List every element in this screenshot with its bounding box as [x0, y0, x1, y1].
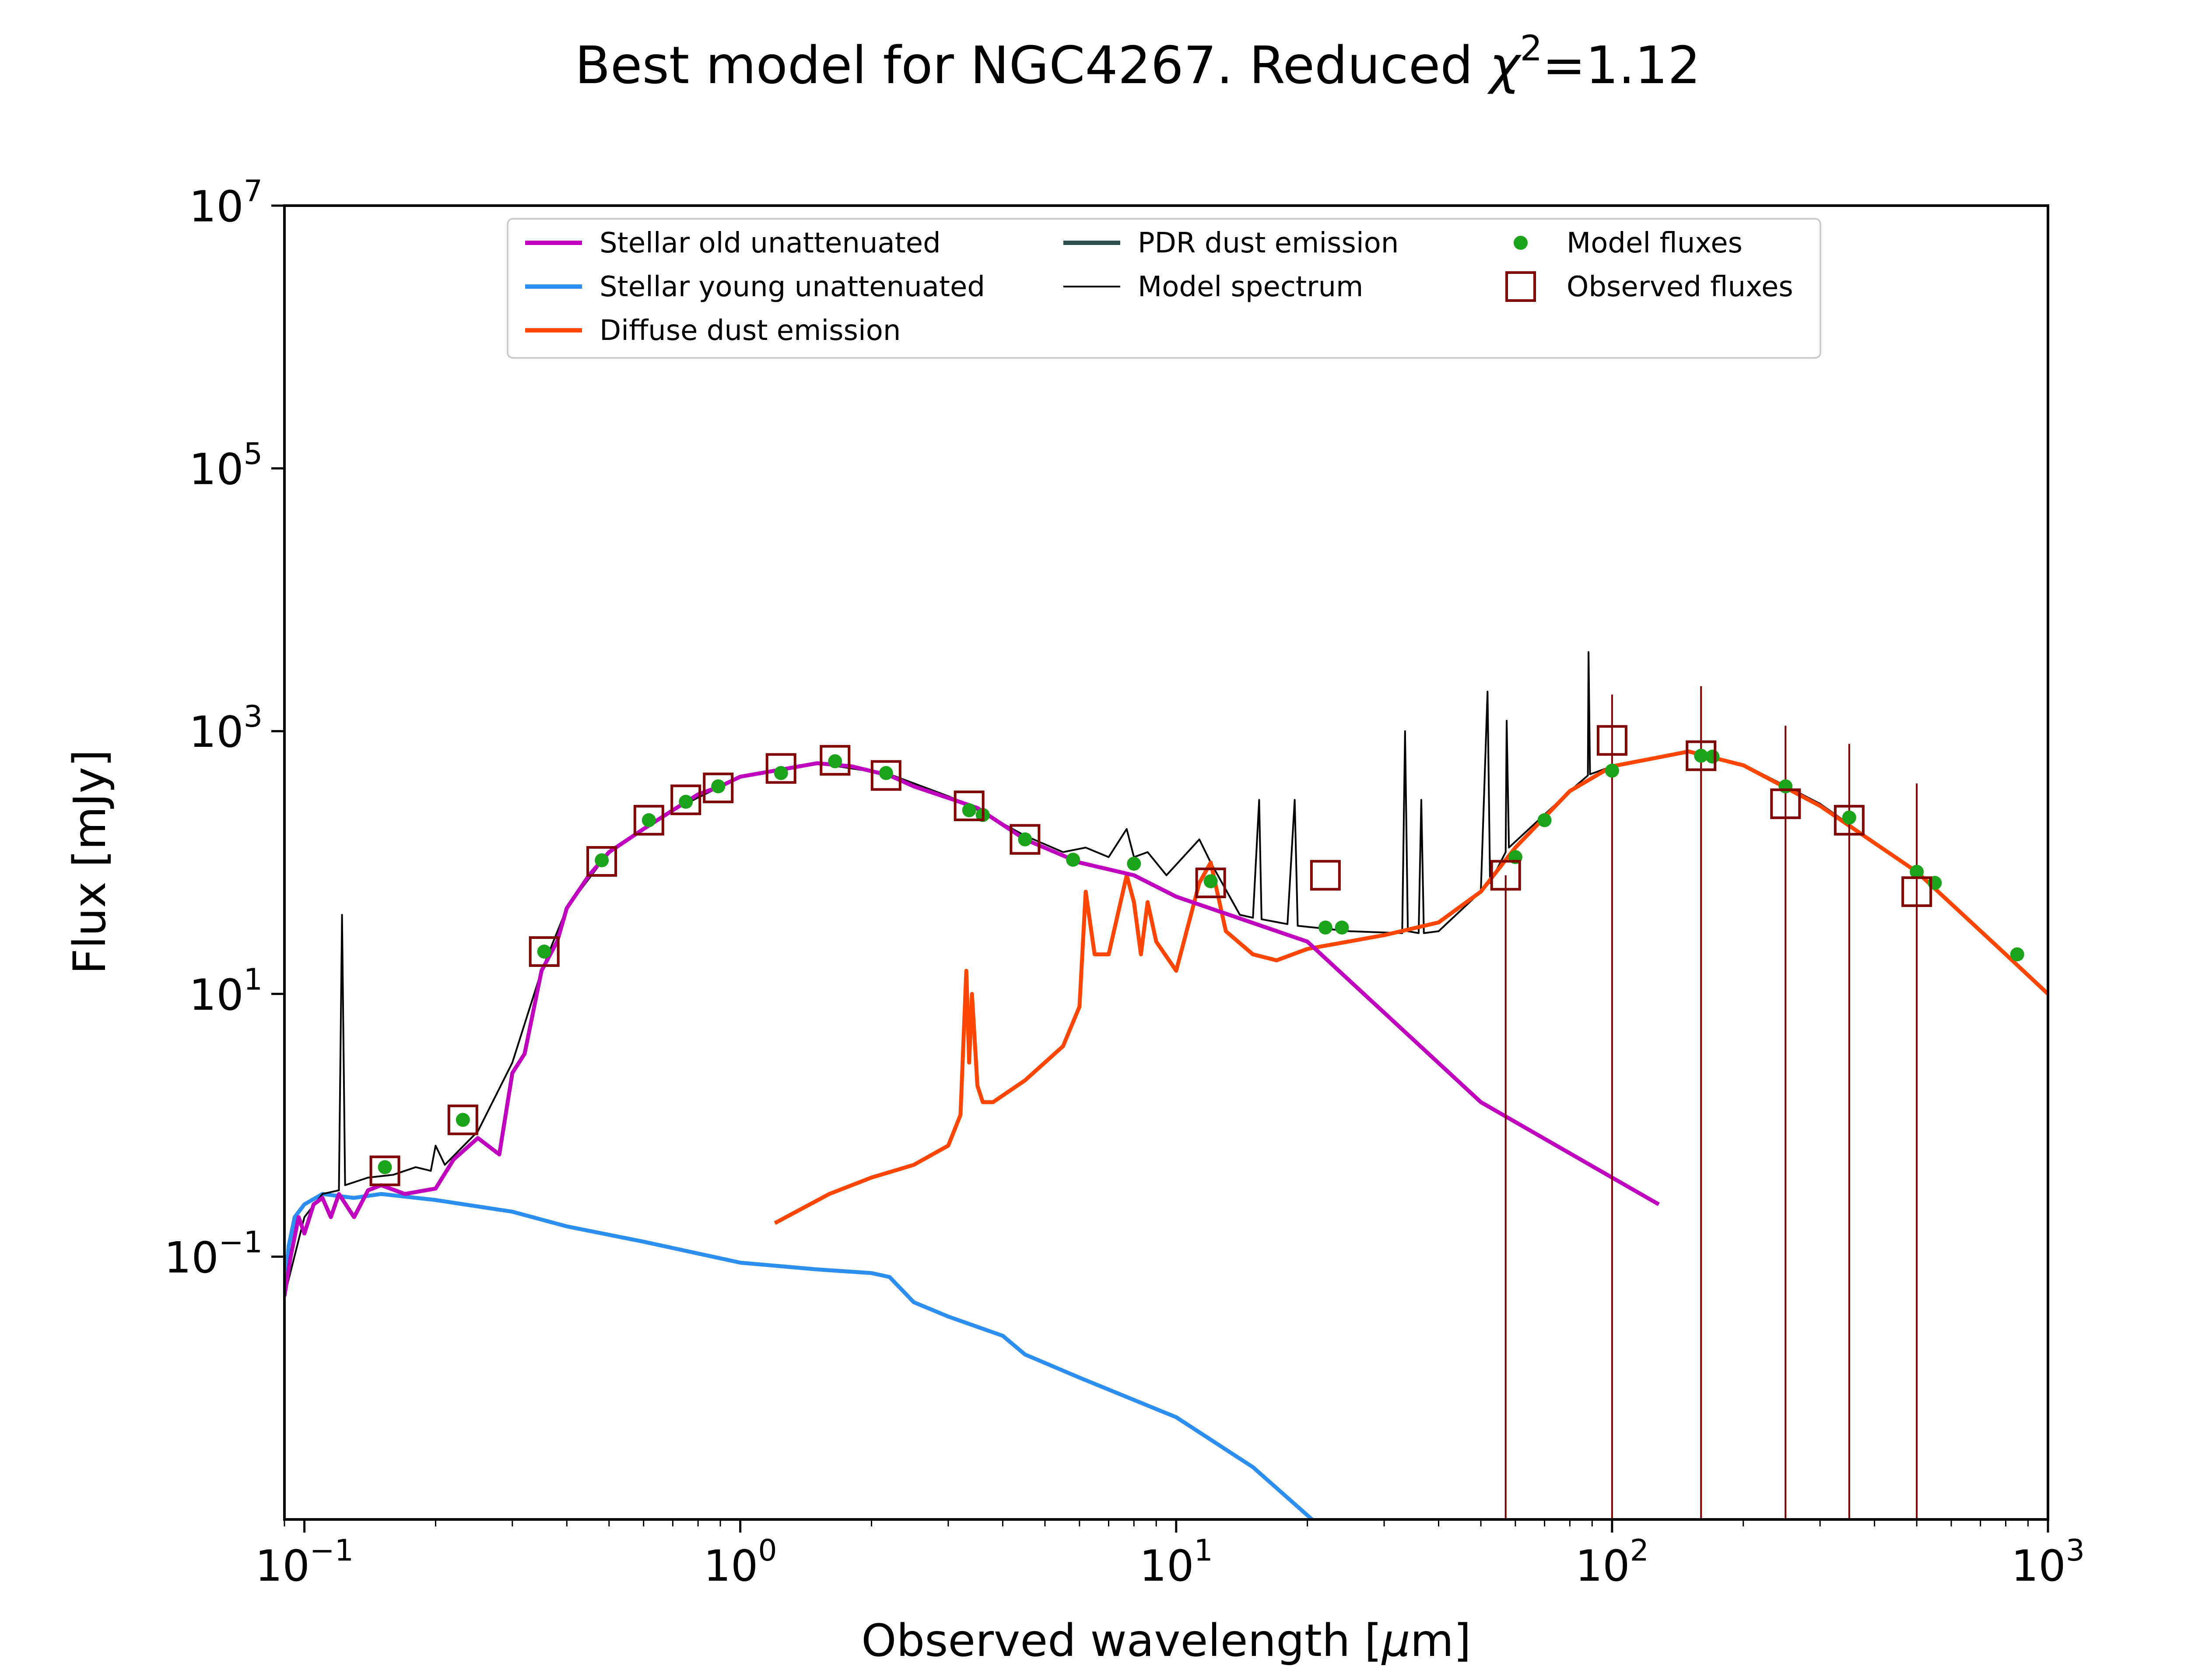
x-tick-label: 10−1: [255, 1533, 354, 1591]
observed-flux-point: [765, 753, 796, 784]
observed-flux-point: [703, 772, 734, 803]
observed-flux-point: [1596, 725, 1627, 756]
y-tick-label: 107: [189, 174, 263, 232]
model-flux-point: [679, 794, 693, 809]
observed-flux-point: [1770, 788, 1801, 819]
observed-flux-point: [670, 784, 701, 816]
model-flux-point: [1018, 832, 1032, 847]
plot-frame: [283, 204, 2049, 1521]
legend-label: Stellar young unattenuated: [600, 271, 985, 303]
y-axis-label: Flux [mJy]: [64, 749, 116, 974]
model-flux-point: [1778, 779, 1793, 794]
model-flux-point: [774, 766, 788, 780]
legend-label: Model spectrum: [1138, 271, 1363, 303]
model-flux-point: [537, 945, 551, 959]
legend-item-model-fluxes: Model fluxes: [1514, 227, 1743, 259]
legend-label: Stellar old unattenuated: [600, 227, 941, 259]
legend-swatch: [1505, 271, 1536, 302]
model-flux-point: [456, 1113, 470, 1127]
y-tick-label: 10−1: [164, 1225, 263, 1283]
observed-flux-point: [1834, 805, 1865, 836]
legend-swatch: [1514, 236, 1528, 250]
legend-item-diffuse-dust-emission: Diffuse dust emission: [525, 315, 901, 347]
model-flux-point: [1694, 749, 1708, 763]
model-flux-point: [1537, 813, 1552, 827]
x-tick-label: 101: [1140, 1533, 1213, 1591]
markers-layer: [369, 686, 2024, 1519]
legend-frame: [507, 218, 1821, 359]
observed-flux-point: [1490, 860, 1521, 891]
series-line-stellar-young-unattenuated: [284, 1192, 1314, 1519]
legend-label: Model fluxes: [1567, 227, 1743, 259]
y-tick-label: 103: [189, 700, 263, 757]
x-tick-label: 103: [2011, 1533, 2085, 1591]
model-flux-point: [378, 1160, 392, 1174]
model-flux-point: [962, 803, 976, 817]
model-flux-point: [1127, 857, 1141, 871]
model-flux-point: [642, 813, 656, 827]
observed-flux-point: [954, 790, 985, 821]
observed-flux-point: [870, 760, 901, 791]
observed-flux-point: [1310, 860, 1341, 891]
model-flux-point: [1203, 874, 1218, 889]
series-line-diffuse-dust-emission: [774, 749, 2048, 1225]
model-flux-point: [1842, 810, 1856, 825]
model-flux-point: [1335, 920, 1349, 935]
model-flux-point: [1605, 763, 1619, 778]
x-tick-label: 102: [1575, 1533, 1649, 1591]
model-flux-point: [828, 754, 842, 769]
observed-flux-point: [529, 936, 560, 967]
legend-label: PDR dust emission: [1138, 227, 1399, 259]
y-axis: 10−1 101 103 105 107: [164, 174, 284, 1283]
observed-flux-point: [1901, 876, 1932, 907]
legend-item-stellar-old-unattenuated: Stellar old unattenuated: [525, 227, 941, 259]
x-axis: 10−1 100 101 102 103: [255, 1519, 2085, 1591]
legend-item-observed-fluxes: Observed fluxes: [1505, 271, 1793, 303]
observed-flux-point: [633, 805, 664, 836]
observed-flux-point: [1686, 740, 1717, 771]
legend-label: Diffuse dust emission: [600, 315, 901, 347]
model-flux-point: [711, 779, 726, 794]
legend-label: Observed fluxes: [1567, 271, 1793, 303]
model-flux-point: [879, 766, 893, 780]
model-flux-point: [1910, 864, 1924, 879]
model-flux-point: [1318, 920, 1332, 935]
model-flux-point: [2010, 947, 2024, 962]
observed-flux-point: [820, 745, 851, 776]
model-flux-point: [1705, 749, 1720, 764]
chart-title: Best model for NGC4267. Reduced χ2=1.12: [575, 28, 1701, 95]
observed-flux-point: [447, 1104, 478, 1135]
y-tick-label: 101: [189, 962, 263, 1020]
legend: Stellar old unattenuated Stellar young un…: [507, 218, 1821, 359]
legend-item-model-spectrum: Model spectrum: [1063, 271, 1363, 303]
legend-item-stellar-young-unattenuated: Stellar young unattenuated: [525, 271, 985, 303]
series-line-model-spectrum: [284, 651, 2048, 1297]
observed-flux-point: [369, 1155, 400, 1186]
legend-item-pdr-dust-emission: PDR dust emission: [1063, 227, 1399, 259]
observed-flux-point: [1010, 824, 1041, 855]
x-tick-label: 100: [704, 1533, 777, 1591]
observed-flux-point: [586, 846, 617, 877]
model-flux-point: [1066, 853, 1080, 867]
observed-flux-point: [1195, 868, 1226, 899]
x-axis-label: Observed wavelength [μm]: [861, 1615, 1471, 1667]
model-flux-point: [595, 853, 609, 868]
y-tick-label: 105: [189, 437, 263, 495]
